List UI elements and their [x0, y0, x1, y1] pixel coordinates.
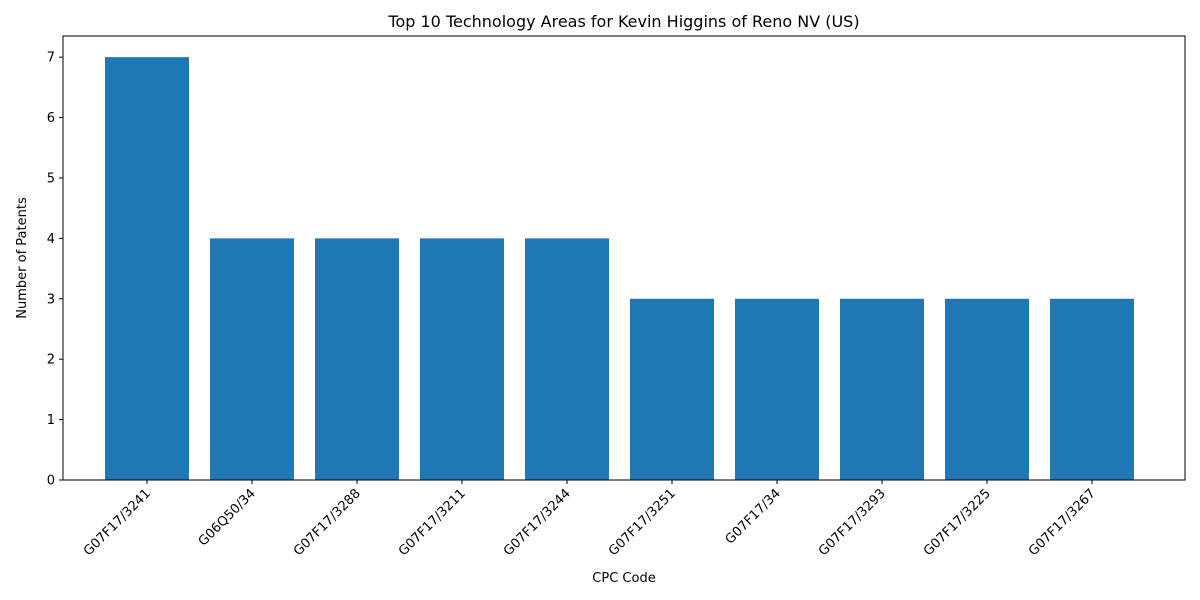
y-tick-label: 2 — [47, 353, 55, 368]
x-tick-label: G07F17/34 — [723, 486, 784, 547]
x-axis: G07F17/3241 G06Q50/34 G07F17/3288 G07F17/32… — [81, 480, 1099, 559]
y-tick-label: 5 — [47, 171, 55, 186]
bar — [630, 299, 714, 480]
x-tick-label: G07F17/3225 — [921, 486, 994, 559]
x-tick-label: G07F17/3288 — [291, 486, 364, 559]
y-tick-label: 0 — [47, 474, 55, 489]
y-tick-label: 1 — [47, 413, 55, 428]
bar — [420, 238, 504, 480]
bar — [525, 238, 609, 480]
x-tick-label: G07F17/3211 — [396, 486, 469, 559]
x-tick-label: G06Q50/34 — [196, 486, 259, 549]
y-tick-label: 7 — [47, 51, 55, 66]
bar — [735, 299, 819, 480]
y-tick-label: 6 — [47, 111, 55, 126]
x-tick-label: G07F17/3293 — [816, 486, 889, 559]
chart-title: Top 10 Technology Areas for Kevin Higgin… — [387, 12, 859, 31]
bar — [840, 299, 924, 480]
bar — [315, 238, 399, 480]
y-axis-label: Number of Patents — [15, 197, 30, 319]
bar — [1050, 299, 1134, 480]
x-tick-label: G07F17/3244 — [501, 486, 574, 559]
bar — [945, 299, 1029, 480]
bar — [105, 57, 189, 480]
x-tick-label: G07F17/3241 — [81, 486, 154, 559]
bar — [210, 238, 294, 480]
x-tick-label: G07F17/3251 — [606, 486, 679, 559]
bars — [105, 57, 1134, 480]
x-tick-label: G07F17/3267 — [1026, 486, 1099, 559]
y-axis: 0 1 2 3 4 5 6 7 — [47, 51, 63, 489]
y-tick-label: 3 — [47, 292, 55, 307]
y-tick-label: 4 — [47, 232, 55, 247]
x-axis-label: CPC Code — [592, 571, 655, 586]
